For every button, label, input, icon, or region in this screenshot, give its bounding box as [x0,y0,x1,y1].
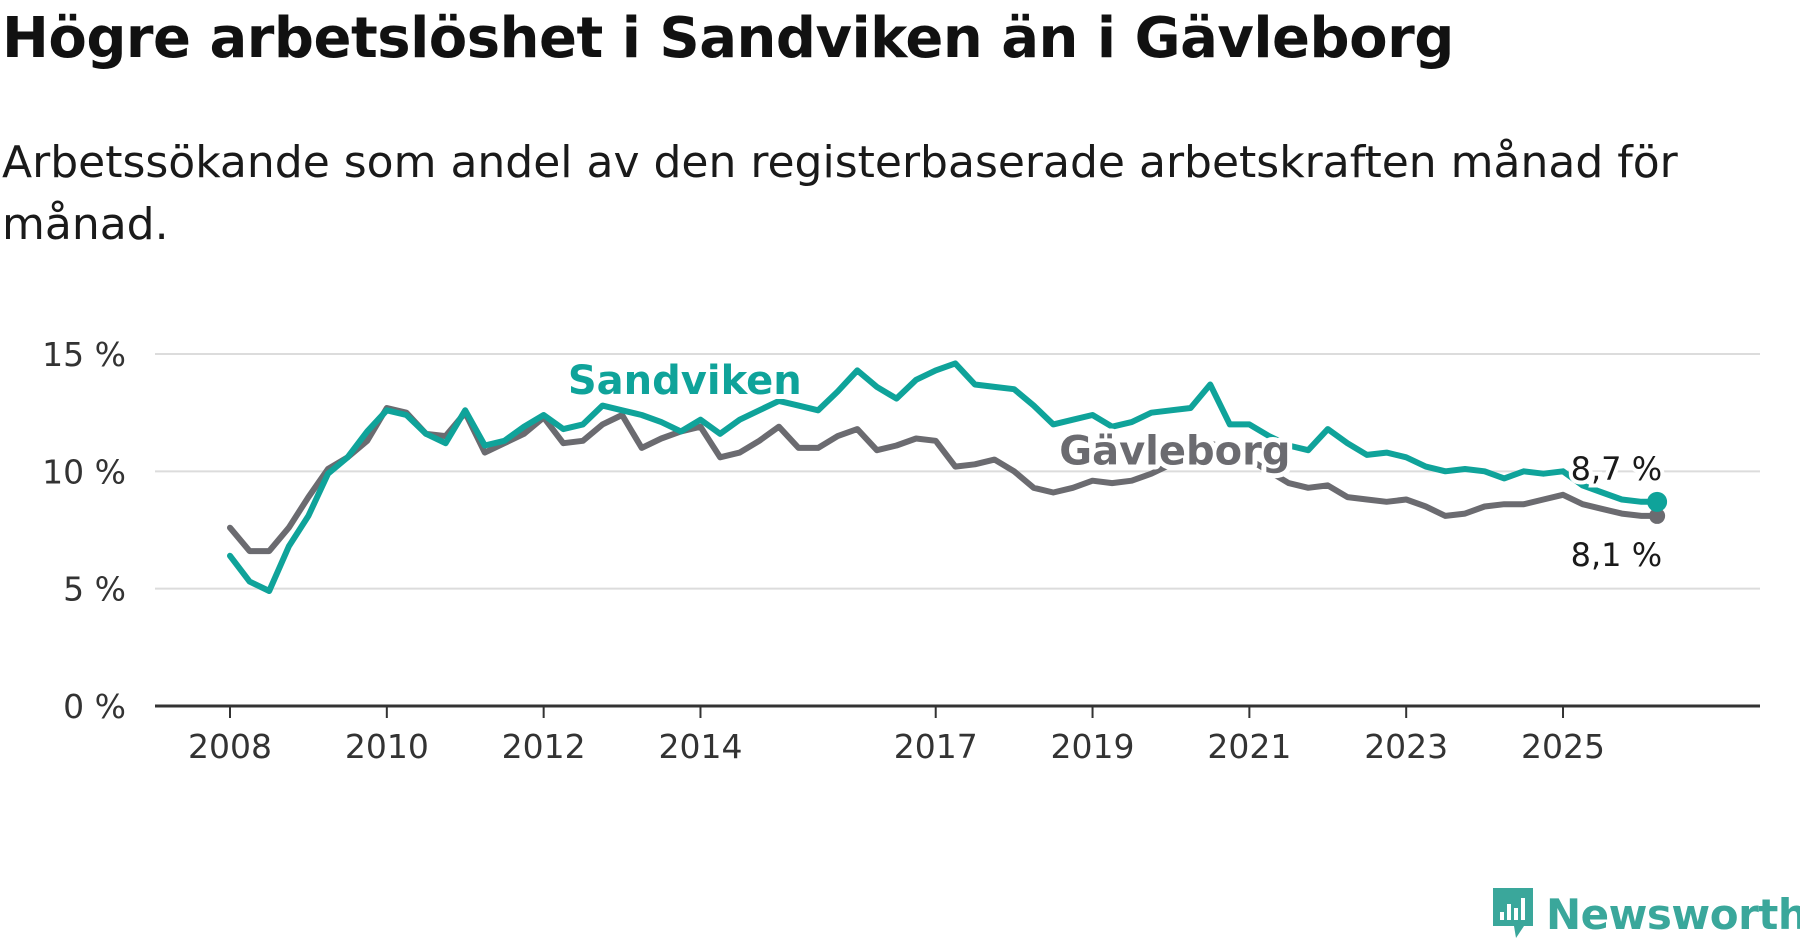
series-labels: Sandviken Gävleborg 8,7 % 8,1 % [563,353,1666,578]
end-marker-g-vleborg [1649,507,1666,524]
y-tick-label: 5 % [63,570,126,609]
newsworthy-logo-icon [1493,888,1533,938]
x-tick-label: 2017 [894,727,978,766]
series-label-sandviken: Sandviken [568,358,802,404]
newsworthy-logo: Newsworthy [1490,886,1800,942]
x-tick-label: 2014 [658,727,742,766]
series-lines [227,360,1668,594]
end-marker-sandviken [1647,491,1668,512]
chart-title: Högre arbetslöshet i Sandviken än i Gävl… [2,6,1454,71]
y-tick-label: 0 % [63,687,126,726]
chart-subtitle: Arbetssökande som andel av den registerb… [2,137,1678,250]
series-line-sandviken [227,360,1661,594]
x-tick-label: 2023 [1364,727,1448,766]
end-value-label: 8,1 % [1571,536,1662,574]
x-tick-label: 2008 [188,727,272,766]
y-tick-label: 10 % [42,452,126,491]
series-line-g-vleborg [227,405,1661,555]
x-tick-label: 2010 [345,727,429,766]
x-tick-label: 2025 [1521,727,1605,766]
axes: 0 % 5 % 10 % 15 % 2008 2010 2012 2014 2017 2019 20… [42,335,1760,766]
line-chart: 0 % 5 % 10 % 15 % 2008 2010 2012 2014 2017 2019 20… [42,335,1760,766]
y-tick-label: 15 % [42,335,126,374]
x-tick-label: 2021 [1207,727,1291,766]
x-tick-label: 2012 [502,727,586,766]
x-tick-label: 2019 [1051,727,1135,766]
end-value-label: 8,7 % [1571,450,1662,488]
series-label-g-vleborg: Gävleborg [1059,428,1290,474]
newsworthy-logo-text: Newsworthy [1546,889,1800,939]
